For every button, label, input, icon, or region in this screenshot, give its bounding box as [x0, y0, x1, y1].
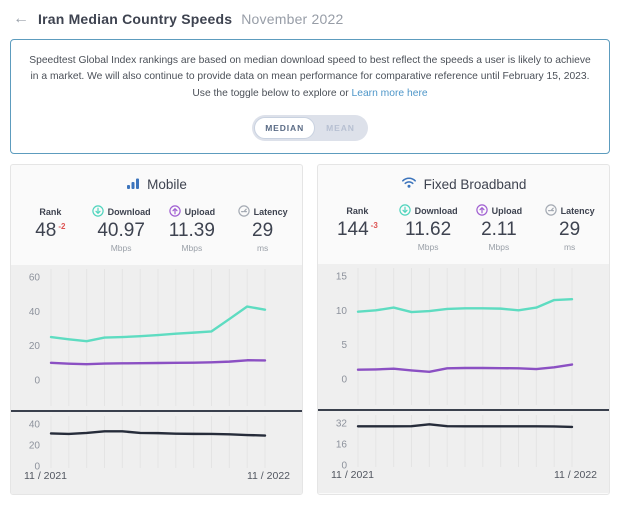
rank-delta: -2: [58, 222, 66, 232]
stat-label: Latency: [253, 206, 288, 217]
rank-delta: -3: [370, 221, 378, 231]
stat-unit: Mbps: [488, 242, 510, 253]
upload-value: 11.39: [168, 220, 215, 242]
median-mean-toggle[interactable]: MEDIAN MEAN: [252, 115, 368, 142]
chart-divider: [11, 410, 302, 413]
x-axis-labels: 11 / 2021 11 / 2022: [11, 470, 302, 494]
stat-unit: ms: [563, 242, 576, 253]
x-end-label: 11 / 2022: [246, 470, 290, 483]
mobile-chart-area: 60 40 20 0 40 20 0 11 / 2021 11 / 2022: [11, 265, 302, 495]
stat-upload: Upload 11.39 Mbps: [157, 205, 228, 253]
page-subtitle: November 2022: [241, 11, 344, 27]
upload-value: 2.11: [481, 219, 517, 241]
svg-text:60: 60: [29, 273, 41, 284]
stat-latency: Latency 29 ms: [534, 204, 605, 252]
learn-more-link[interactable]: Learn more here: [351, 87, 428, 99]
fixed-latency-chart[interactable]: 32 16 0: [318, 411, 609, 471]
svg-text:40: 40: [29, 307, 41, 318]
wifi-icon: [401, 176, 417, 192]
fixed-broadband-card: Fixed Broadband Rank 144 -3: [317, 164, 610, 496]
x-end-label: 11 / 2022: [553, 469, 597, 482]
svg-text:0: 0: [341, 375, 347, 386]
mobile-bars-icon: [126, 176, 140, 193]
stat-unit: Mbps: [110, 243, 132, 254]
stat-unit: Mbps: [417, 242, 439, 253]
card-title-label: Mobile: [147, 177, 187, 193]
mobile-card: Mobile Rank 48 -2: [10, 164, 303, 496]
stat-label: Rank: [39, 206, 62, 217]
rank-value: 144 -3: [336, 219, 378, 241]
latency-value: 29: [252, 220, 274, 242]
svg-text:40: 40: [29, 420, 41, 431]
stat-download: Download 40.97 Mbps: [86, 205, 157, 253]
stat-rank: Rank 48 -2: [15, 205, 86, 253]
rank-value: 48 -2: [35, 220, 66, 242]
latency-value: 29: [559, 219, 581, 241]
stat-label: Rank: [346, 205, 369, 216]
stat-label: Upload: [184, 206, 216, 217]
latency-gauge-icon: [544, 204, 557, 218]
svg-text:0: 0: [34, 376, 40, 387]
mobile-latency-chart[interactable]: 40 20 0: [11, 412, 302, 472]
chart-divider: [318, 409, 609, 412]
svg-text:5: 5: [341, 340, 347, 351]
svg-text:0: 0: [34, 462, 40, 473]
fixed-card-title: Fixed Broadband: [318, 165, 609, 199]
svg-text:10: 10: [336, 306, 348, 317]
median-notice-box: Speedtest Global Index rankings are base…: [10, 39, 610, 155]
x-start-label: 11 / 2021: [331, 469, 375, 482]
page-title: Iran Median Country Speeds: [38, 11, 233, 27]
fixed-chart-area: 15 10 5 0 32 16 0 11 / 2021 11 / 2022: [318, 264, 609, 494]
x-start-label: 11 / 2021: [24, 470, 68, 483]
svg-text:32: 32: [336, 419, 348, 430]
toggle-option-mean[interactable]: MEAN: [326, 123, 355, 134]
svg-text:15: 15: [336, 272, 348, 283]
card-title-label: Fixed Broadband: [423, 176, 527, 192]
stat-upload: Upload 2.11 Mbps: [464, 204, 535, 252]
stat-unit: [322, 242, 393, 252]
svg-text:20: 20: [29, 441, 41, 452]
x-axis-labels: 11 / 2021 11 / 2022: [318, 469, 609, 493]
fixed-stats: Rank 144 -3 Download 11.62: [318, 199, 609, 264]
svg-text:0: 0: [341, 461, 347, 472]
stat-unit: ms: [256, 243, 269, 254]
stat-label: Upload: [491, 205, 523, 216]
back-arrow-icon[interactable]: ←: [13, 10, 29, 27]
stat-latency: Latency 29 ms: [227, 205, 298, 253]
stat-label: Latency: [560, 205, 595, 216]
download-circle-icon: [91, 205, 104, 219]
stat-label: Download: [107, 206, 151, 217]
stat-rank: Rank 144 -3: [322, 204, 393, 252]
download-value: 40.97: [97, 220, 145, 242]
notice-body: Speedtest Global Index rankings are base…: [29, 55, 591, 99]
toggle-row: MEDIAN MEAN: [25, 115, 595, 142]
download-circle-icon: [398, 204, 411, 218]
stat-label: Download: [414, 205, 458, 216]
stat-download: Download 11.62 Mbps: [393, 204, 464, 252]
fixed-speed-chart[interactable]: 15 10 5 0: [318, 264, 609, 409]
toggle-option-median[interactable]: MEDIAN: [254, 117, 316, 140]
mobile-stats: Rank 48 -2 Download 40.97: [11, 200, 302, 265]
cards-row: Mobile Rank 48 -2: [0, 164, 620, 496]
upload-circle-icon: [475, 204, 488, 218]
stat-unit: Mbps: [181, 243, 203, 254]
download-value: 11.62: [405, 219, 452, 241]
stat-unit: [15, 243, 86, 253]
svg-text:16: 16: [336, 440, 348, 451]
page-header: ← Iran Median Country Speeds November 20…: [0, 0, 620, 36]
notice-text: Speedtest Global Index rankings are base…: [25, 53, 595, 102]
upload-circle-icon: [168, 205, 181, 219]
svg-text:20: 20: [29, 341, 41, 352]
mobile-speed-chart[interactable]: 60 40 20 0: [11, 265, 302, 410]
latency-gauge-icon: [237, 205, 250, 219]
mobile-card-title: Mobile: [11, 165, 302, 200]
